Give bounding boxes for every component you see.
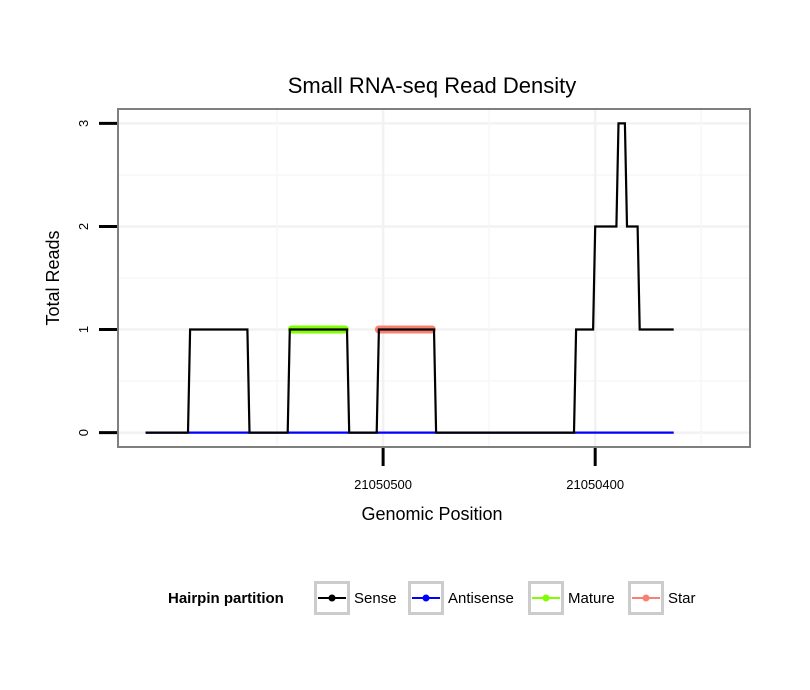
x-tick-label: 21050400 (566, 477, 624, 492)
x-axis-label: Genomic Position (361, 504, 502, 524)
y-tick-label: 3 (76, 120, 91, 127)
y-axis-label: Total Reads (43, 230, 63, 325)
legend-key-dot (328, 594, 336, 602)
legend-key-dot (422, 594, 430, 602)
chart-title: Small RNA-seq Read Density (288, 73, 577, 98)
grid-lines (118, 109, 750, 447)
legend-label-star: Star (668, 590, 696, 607)
legend-label-mature: Mature (568, 590, 615, 607)
x-tick-label: 21050500 (354, 477, 412, 492)
plot-border (117, 108, 751, 448)
y-axis: 0 1 2 3 (76, 120, 117, 436)
legend-title: Hairpin partition (168, 590, 284, 607)
series-line-sense (145, 122, 674, 434)
legend-label-antisense: Antisense (448, 590, 514, 607)
legend-label-sense: Sense (354, 590, 397, 607)
legend-key-dot (542, 594, 550, 602)
legend-key-dot (642, 594, 650, 602)
legend: Hairpin partition Sense Antisense Mature St… (168, 581, 696, 615)
y-tick-label: 0 (76, 429, 91, 436)
y-tick-label: 1 (76, 326, 91, 333)
x-axis: 21050500 21050400 (354, 448, 624, 492)
series-layer (145, 122, 674, 434)
y-tick-label: 2 (76, 223, 91, 230)
